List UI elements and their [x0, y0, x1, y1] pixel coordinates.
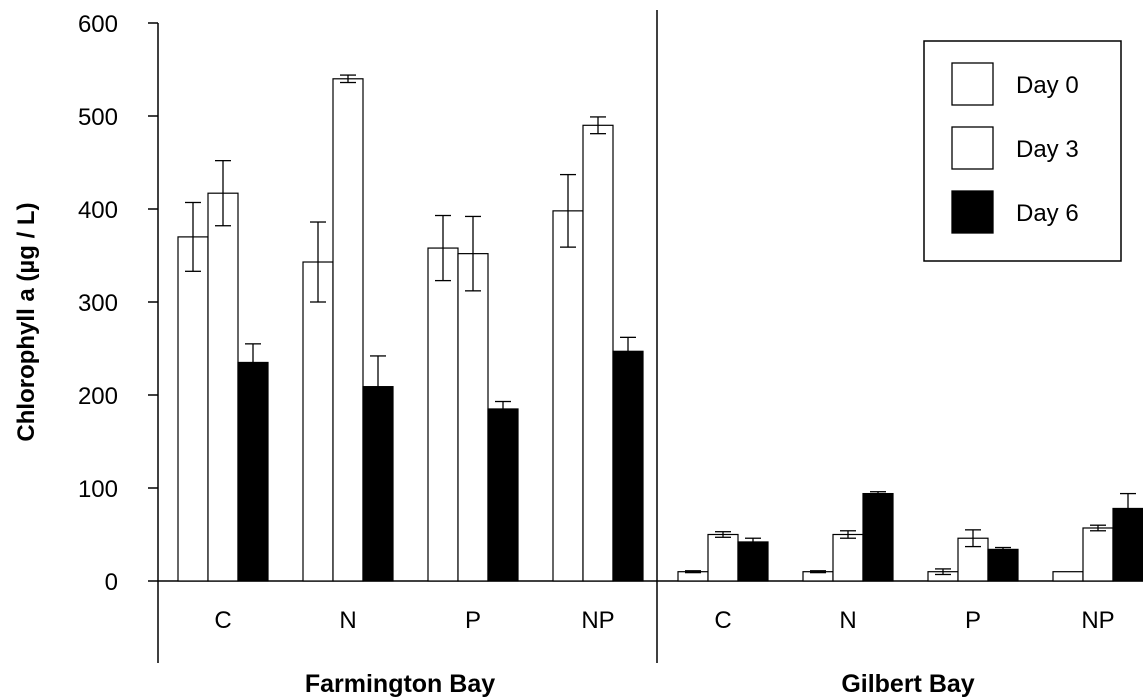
- y-tick-label: 200: [78, 383, 118, 410]
- category-label: N: [339, 607, 356, 634]
- category-label: NP: [1081, 607, 1114, 634]
- bar: [737, 541, 769, 582]
- y-tick-label: 600: [78, 11, 118, 38]
- error-bars: [185, 74, 1136, 576]
- labels: 0 100 200 300 400 500 600 Chlorophyll a (µg / L…: [13, 11, 1115, 698]
- category-label: N: [839, 607, 856, 634]
- category-label: P: [465, 607, 481, 634]
- y-tick-label: 0: [105, 569, 118, 596]
- bar: [987, 548, 1019, 582]
- category-label: C: [714, 607, 731, 634]
- legend-label: Day 0: [1016, 72, 1079, 99]
- bar: [1052, 571, 1084, 582]
- bar: [362, 386, 394, 582]
- bar: [832, 533, 864, 582]
- bar: [302, 261, 334, 582]
- y-tick-label: 100: [78, 476, 118, 503]
- bar: [1082, 527, 1114, 582]
- bar: [707, 533, 739, 582]
- bar: [332, 78, 364, 582]
- legend-label: Day 6: [1016, 200, 1079, 227]
- legend-label: Day 3: [1016, 136, 1079, 163]
- category-label: P: [965, 607, 981, 634]
- bar: [457, 253, 489, 582]
- y-tick-label: 300: [78, 290, 118, 317]
- group-label: Farmington Bay: [305, 670, 495, 698]
- bar: [427, 247, 459, 582]
- legend-swatch: [951, 190, 994, 234]
- bar: [237, 361, 269, 582]
- bar: [487, 408, 519, 582]
- bar: [862, 492, 894, 582]
- legend-swatch: [951, 126, 994, 170]
- bars: [177, 78, 1143, 582]
- bar: [552, 210, 584, 582]
- bar: [207, 192, 239, 582]
- bar: [612, 350, 644, 582]
- category-label: C: [214, 607, 231, 634]
- group-label: Gilbert Bay: [841, 670, 974, 698]
- bar: [957, 537, 989, 582]
- y-axis-title: Chlorophyll a (µg / L): [13, 202, 40, 441]
- category-label: NP: [581, 607, 614, 634]
- y-tick-label: 400: [78, 197, 118, 224]
- legend-swatch: [951, 62, 994, 106]
- y-tick-label: 500: [78, 104, 118, 131]
- bar: [582, 124, 614, 582]
- bar: [177, 236, 209, 582]
- legend: Day 0 Day 3 Day 6: [923, 40, 1122, 262]
